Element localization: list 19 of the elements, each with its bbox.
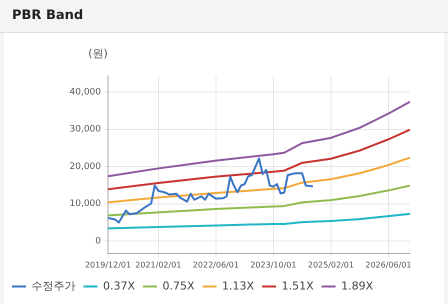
legend-label: 수정주가 (32, 279, 76, 292)
legend-label: 0.75X (162, 279, 196, 292)
x-tick-label: 2022/06/01 (192, 260, 239, 270)
legend-label: 1.51X (282, 279, 314, 292)
x-tick-label: 2023/10/01 (250, 260, 296, 270)
x-tick-label: 2025/02/01 (308, 260, 354, 270)
x-tick-label: 2026/06/01 (365, 260, 412, 270)
y-tick-label: 30,000 (70, 124, 102, 135)
y-axis-title: (원) (88, 46, 108, 60)
y-tick-label: 20,000 (70, 162, 102, 172)
legend-label: 1.89X (341, 279, 374, 292)
y-tick-label: 10,000 (70, 199, 102, 210)
legend-label: 0.37X (103, 279, 136, 292)
y-tick-label: 40,000 (70, 87, 102, 98)
legend-label: 1.13X (222, 279, 255, 292)
chart-title: PBR Band (0, 0, 448, 33)
x-tick-label: 2021/02/01 (135, 260, 182, 270)
y-tick-label: 0 (95, 236, 102, 246)
x-tick-label: 2019/12/01 (84, 260, 132, 270)
